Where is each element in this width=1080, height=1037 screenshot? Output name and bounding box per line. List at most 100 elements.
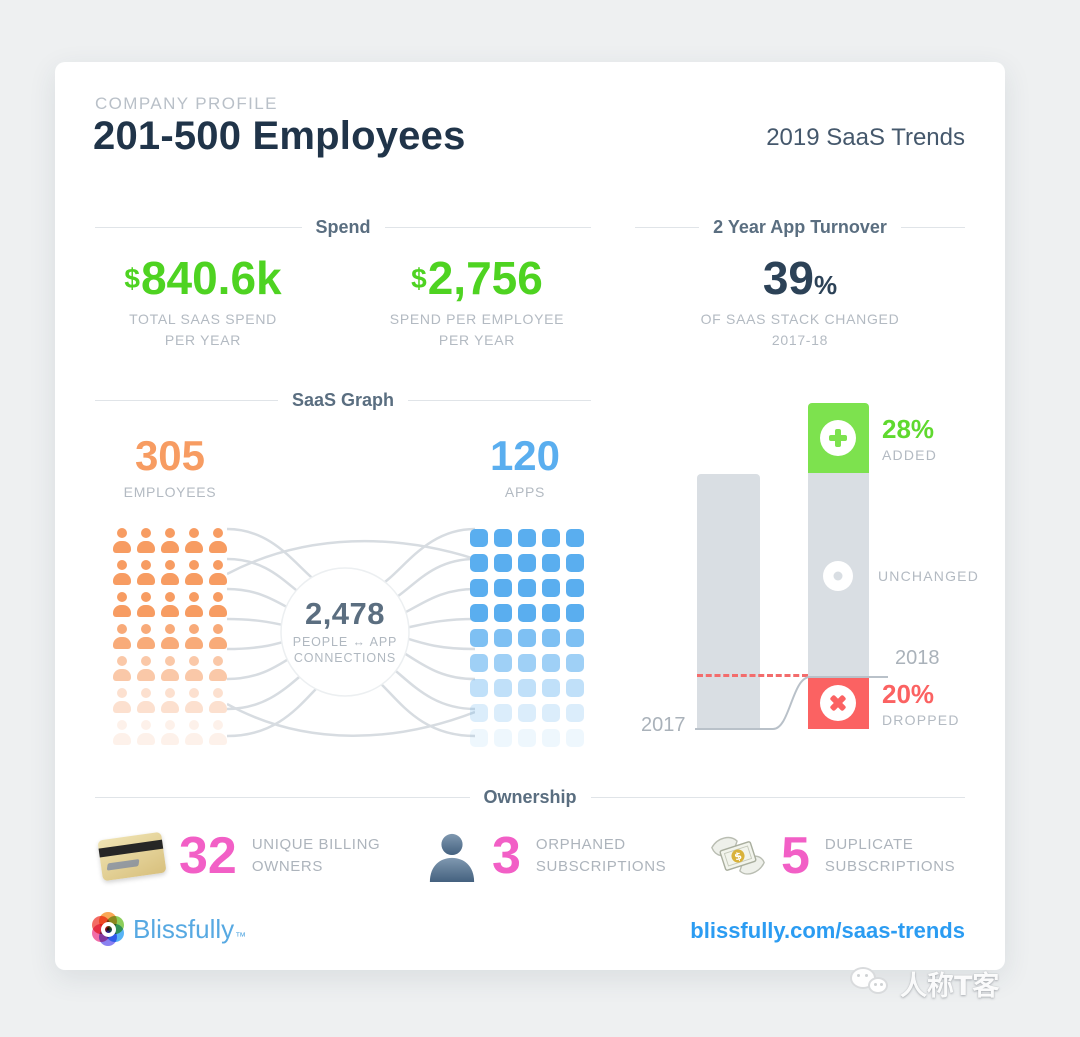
app-icon [518, 554, 536, 572]
app-icon [494, 654, 512, 672]
app-icon [566, 729, 584, 747]
stat-value: 3 [492, 827, 521, 885]
stat-label: CONNECTIONS [293, 651, 397, 666]
dashed-baseline [697, 674, 808, 677]
person-icon [136, 688, 156, 715]
stat-label: 2017-18 [771, 331, 829, 348]
app-icon [470, 579, 488, 597]
stat-label: DUPLICATE [824, 836, 914, 854]
person-icon [208, 656, 228, 683]
year-label-2017: 2017 [641, 714, 686, 736]
stat-label: SUBSCRIPTIONS [824, 858, 956, 875]
app-icon [470, 704, 488, 722]
added-annotation: 28% ADDED [882, 414, 938, 463]
stat-value: 32 [179, 827, 237, 885]
app-icon [518, 654, 536, 672]
section-label: 2 Year App Turnover [713, 216, 887, 237]
section-label: SaaS Graph [291, 389, 395, 410]
section-label: Ownership [483, 786, 577, 807]
app-icon [518, 604, 536, 622]
watermark-text: 人称T客 [900, 971, 1000, 1002]
person-icon [184, 720, 204, 747]
percent-sign: % [814, 270, 838, 300]
app-icon [494, 629, 512, 647]
ownership-item-orphaned: 3 ORPHANED SUBSCRIPTIONS [427, 818, 666, 894]
person-icon [136, 656, 156, 683]
svg-text:$: $ [733, 850, 743, 864]
person-icon [160, 688, 180, 715]
section-header-spend: Spend [95, 215, 592, 239]
app-icon [542, 654, 560, 672]
person-icon [112, 528, 132, 555]
dropped-percent: 20% [882, 679, 935, 709]
stat-value: 840.6k [140, 252, 282, 304]
stat-spend-per-employee: $2,756 SPEND PER EMPLOYEE PER YEAR [369, 254, 585, 350]
baseline-connector [695, 676, 888, 730]
money-with-wings-icon: $ [711, 836, 765, 875]
person-icon [160, 528, 180, 555]
person-icon [160, 656, 180, 683]
person-icon [112, 656, 132, 683]
trademark-symbol: ™ [235, 931, 247, 943]
person-icon [184, 688, 204, 715]
divider-line [384, 226, 592, 228]
app-icon [566, 679, 584, 697]
page-title: 201-500 Employees [93, 114, 466, 158]
person-icon [208, 528, 228, 555]
app-icon [494, 529, 512, 547]
person-icon [160, 592, 180, 619]
person-icon [184, 624, 204, 651]
stat-value: 120 [489, 432, 561, 479]
person-icon [160, 624, 180, 651]
people-grid [112, 528, 228, 747]
bar-2017 [697, 474, 760, 729]
divider-line [635, 226, 700, 228]
person-icon [208, 720, 228, 747]
stat-label: SUBSCRIPTIONS [535, 858, 667, 875]
stat-label: PEOPLE ↔ APP [292, 635, 398, 649]
divider-line [95, 399, 278, 401]
app-icon [494, 604, 512, 622]
stat-label: OWNERS [251, 858, 323, 875]
person-icon [112, 624, 132, 651]
footer-link[interactable]: blissfully.com/saas-trends [690, 918, 965, 943]
dropped-annotation: 20% DROPPED [882, 679, 960, 728]
app-icon [518, 679, 536, 697]
person-icon [208, 592, 228, 619]
divider-line [408, 399, 592, 401]
person-icon [112, 560, 132, 587]
app-icon [542, 604, 560, 622]
unchanged-label: UNCHANGED [878, 568, 980, 584]
person-icon [184, 528, 204, 555]
app-icon [566, 554, 584, 572]
person-icon [136, 592, 156, 619]
person-icon [136, 560, 156, 587]
app-icon [494, 729, 512, 747]
app-icon [470, 654, 488, 672]
app-icon [566, 704, 584, 722]
stat-label: APPS [504, 484, 546, 501]
year-label-2018: 2018 [895, 647, 940, 669]
network-lines [227, 527, 475, 738]
blissfully-logo: Blissfully™ [91, 912, 247, 946]
ownership-item-duplicate: $ 5 DUPLICATE SUBSCRIPTIONS [710, 818, 955, 894]
app-icon [542, 529, 560, 547]
ownership-item-billing-owners: 32 UNIQUE BILLING OWNERS [97, 818, 380, 894]
app-icon [542, 629, 560, 647]
stat-turnover-percent: 39% OF SAAS STACK CHANGED 2017-18 [635, 254, 965, 350]
added-label: ADDED [882, 446, 938, 463]
person-icon [136, 720, 156, 747]
person-icon [112, 688, 132, 715]
brand-name: Blissfully [133, 914, 235, 944]
section-header-saas-graph: SaaS Graph [95, 388, 592, 412]
stat-apps: 120 APPS [450, 432, 600, 502]
stat-label: TOTAL SAAS SPEND [129, 311, 277, 328]
app-icon [518, 579, 536, 597]
app-icon [470, 554, 488, 572]
app-icon [566, 629, 584, 647]
app-icon [542, 729, 560, 747]
app-icon [518, 629, 536, 647]
app-icon [566, 579, 584, 597]
person-icon [208, 688, 228, 715]
credit-card-icon [97, 831, 167, 881]
